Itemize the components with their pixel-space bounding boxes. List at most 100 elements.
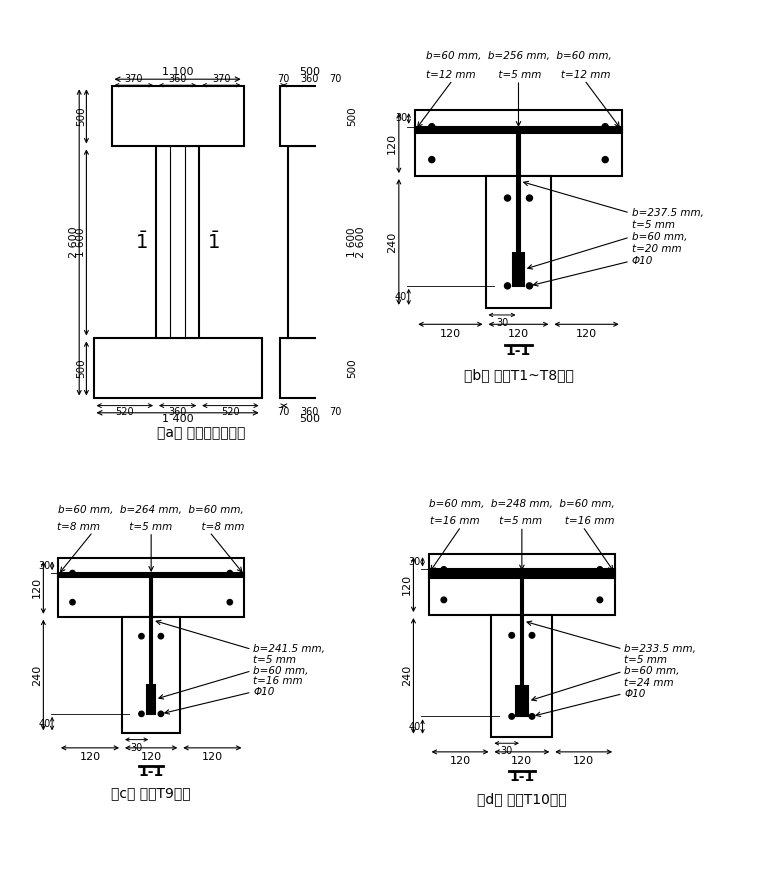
Bar [429,569,615,577]
Text: 370: 370 [212,74,230,84]
Text: 40: 40 [39,719,51,729]
Bar [122,617,180,733]
Text: t=16 mm      t=5 mm       t=16 mm: t=16 mm t=5 mm t=16 mm [429,517,614,526]
Text: 120: 120 [576,328,597,339]
Text: b=237.5 mm,: b=237.5 mm, [632,208,704,218]
Text: t=24 mm: t=24 mm [624,678,674,687]
Text: 1 400: 1 400 [162,414,193,424]
Text: b=60 mm,  b=256 mm,  b=60 mm,: b=60 mm, b=256 mm, b=60 mm, [426,51,611,61]
Circle shape [158,634,163,639]
Text: 1 600: 1 600 [347,228,357,257]
Text: b=241.5 mm,: b=241.5 mm, [253,644,325,655]
Circle shape [527,282,533,289]
Text: 30: 30 [496,319,508,328]
Bar [517,133,520,253]
Text: 240: 240 [402,665,412,686]
Text: （c） 试件T9剑面: （c） 试件T9剑面 [112,787,191,801]
Text: 520: 520 [221,407,239,417]
Text: 120: 120 [511,756,533,766]
Bar [93,339,261,399]
Text: 70: 70 [329,407,341,417]
Text: t=8 mm         t=5 mm         t=8 mm: t=8 mm t=5 mm t=8 mm [58,522,245,532]
Text: （a） 正立面和侧立面: （a） 正立面和侧立面 [157,426,245,440]
Circle shape [441,567,447,572]
Text: 120: 120 [449,756,470,766]
Text: b=60 mm,: b=60 mm, [624,666,679,677]
Text: $\bar{1}$: $\bar{1}$ [135,231,148,253]
Text: 370: 370 [125,74,143,84]
Text: 1-1: 1-1 [138,765,164,779]
Bar [429,554,615,615]
Text: 240: 240 [387,231,397,253]
Text: 500: 500 [299,68,320,77]
Text: 520: 520 [116,407,134,417]
Bar [150,577,152,685]
Text: 40: 40 [394,292,407,302]
Bar [147,685,155,714]
Text: 70: 70 [277,407,290,417]
Circle shape [227,570,233,576]
Bar [58,559,245,617]
Text: 40: 40 [409,722,421,731]
Text: 120: 120 [573,756,594,766]
Text: 120: 120 [508,328,529,339]
Circle shape [139,711,144,716]
Text: Φ10: Φ10 [624,689,645,699]
Text: b=60 mm,: b=60 mm, [253,666,309,676]
Text: 360: 360 [169,74,187,84]
Text: 30: 30 [394,114,407,123]
Circle shape [597,567,603,572]
Circle shape [602,124,608,129]
Text: 30: 30 [501,746,513,756]
Circle shape [441,597,447,603]
Text: 1 100: 1 100 [162,68,193,77]
Circle shape [227,599,233,605]
Bar [112,86,244,146]
Text: 120: 120 [440,328,461,339]
Bar [280,339,340,399]
Text: 1 600: 1 600 [76,228,86,257]
Circle shape [529,633,535,638]
Text: 2 600: 2 600 [69,226,79,258]
Text: 1-1: 1-1 [506,343,531,357]
Circle shape [429,157,435,163]
Text: 30: 30 [131,743,143,752]
Text: b=233.5 mm,: b=233.5 mm, [624,644,696,654]
Bar [58,573,245,577]
Text: 500: 500 [347,358,357,378]
Text: 120: 120 [201,752,223,762]
Text: 240: 240 [32,664,42,686]
Bar [516,686,528,716]
Text: 500: 500 [299,414,320,424]
Bar [492,615,553,737]
Circle shape [527,195,533,201]
Text: 120: 120 [32,577,42,598]
Circle shape [505,195,511,201]
Text: 360: 360 [300,407,318,417]
Bar [288,146,331,339]
Text: b=60 mm,  b=248 mm,  b=60 mm,: b=60 mm, b=248 mm, b=60 mm, [429,499,615,509]
Circle shape [70,570,75,576]
Text: t=20 mm: t=20 mm [632,245,681,254]
Bar [486,176,552,308]
Circle shape [429,124,435,129]
Text: （b） 试件T1~T8剑面: （b） 试件T1~T8剑面 [464,368,574,382]
Bar [513,253,524,286]
Circle shape [139,634,144,639]
Circle shape [529,714,535,719]
Circle shape [597,597,603,603]
Text: 70: 70 [329,74,341,84]
Bar [280,86,340,146]
Text: 120: 120 [141,752,162,762]
Circle shape [509,714,515,719]
Circle shape [505,282,511,289]
Text: 500: 500 [347,106,357,126]
Text: 120: 120 [79,752,100,762]
Circle shape [158,711,163,716]
Text: t=16 mm: t=16 mm [253,677,302,686]
Text: Φ10: Φ10 [253,687,274,697]
Text: 70: 70 [277,74,290,84]
Text: Φ10: Φ10 [632,256,653,267]
Bar [156,146,199,339]
Bar [415,127,622,133]
